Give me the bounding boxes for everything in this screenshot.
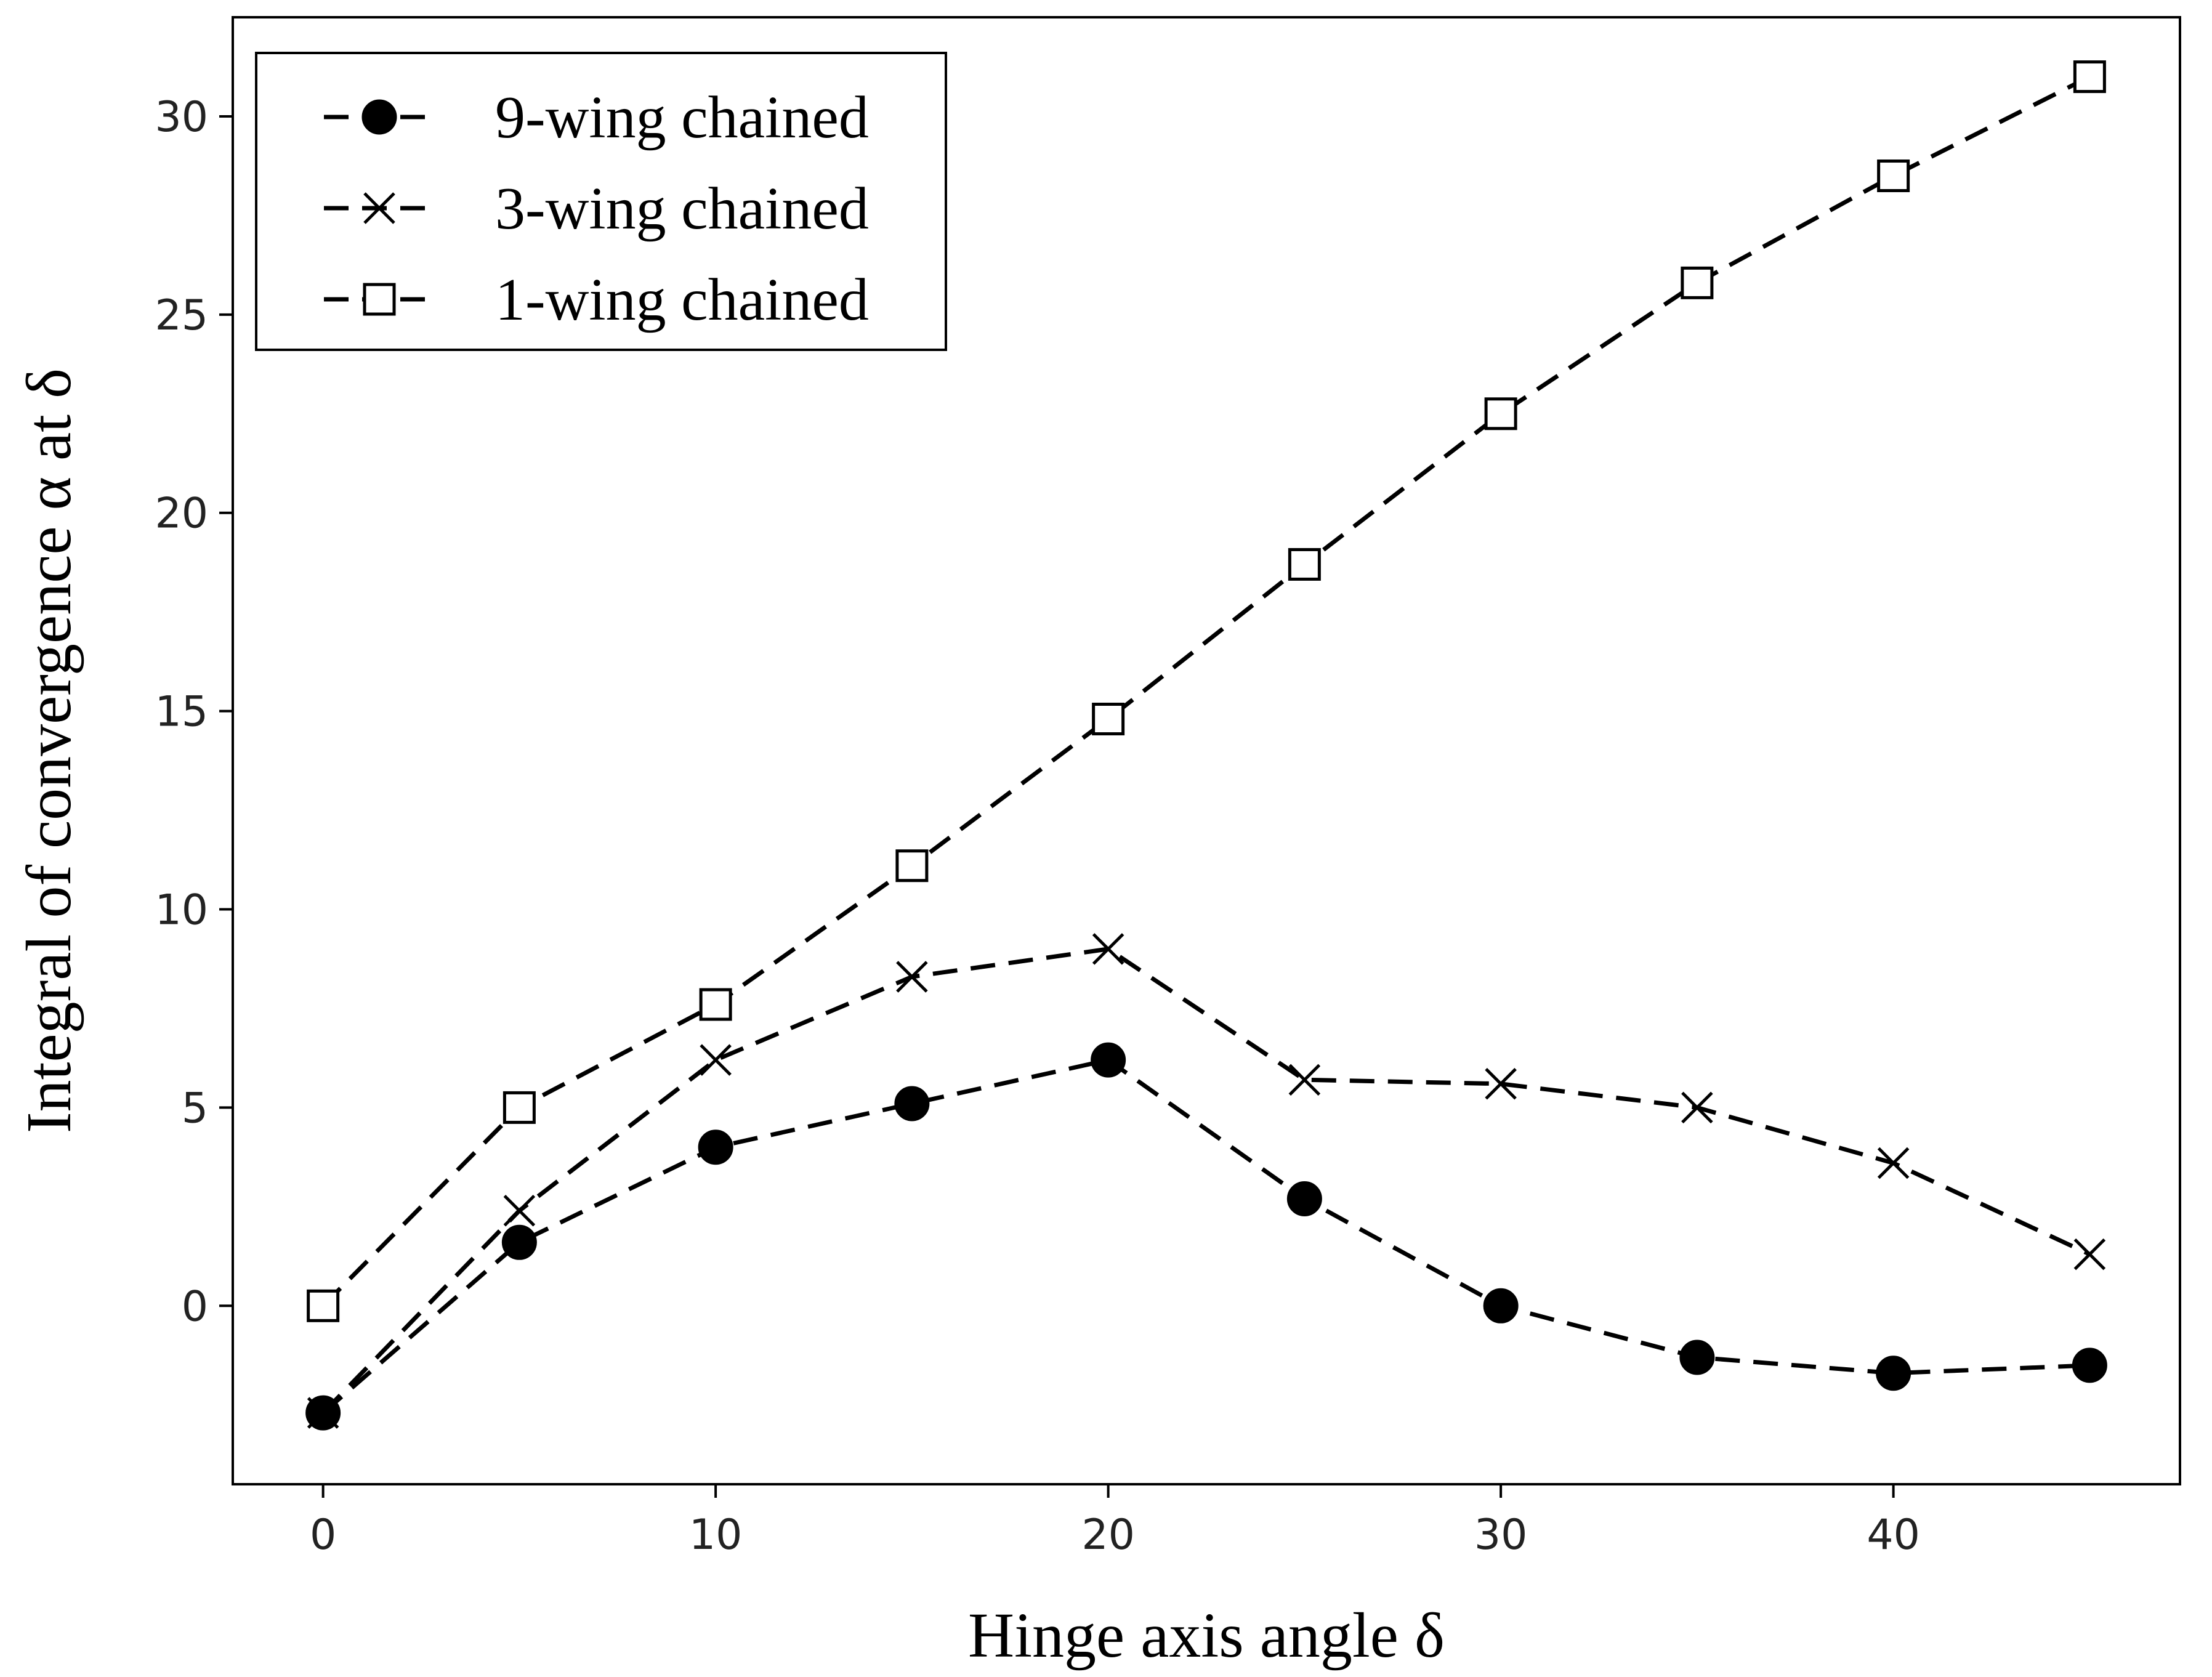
data-point-1-wing-chained bbox=[1288, 548, 1321, 581]
data-point-9-wing-chained bbox=[2072, 1348, 2107, 1383]
data-point-3-wing-chained bbox=[700, 1044, 732, 1076]
legend-label: 1-wing chained bbox=[495, 267, 869, 333]
y-tick-label: 25 bbox=[155, 291, 208, 340]
plot-area bbox=[305, 60, 2107, 1431]
data-point-3-wing-chained bbox=[1288, 1064, 1321, 1096]
data-point-3-wing-chained bbox=[503, 1195, 536, 1227]
y-tick-label: 10 bbox=[155, 886, 208, 935]
data-point-9-wing-chained bbox=[1679, 1340, 1715, 1375]
data-point-1-wing-chained bbox=[503, 1091, 536, 1124]
data-point-1-wing-chained bbox=[895, 849, 929, 883]
x-tick-label: 20 bbox=[1081, 1511, 1135, 1559]
series-1-wing-chained bbox=[307, 60, 2106, 1322]
y-tick-label: 5 bbox=[182, 1084, 208, 1133]
data-point-9-wing-chained bbox=[1483, 1288, 1519, 1323]
data-point-3-wing-chained bbox=[1092, 933, 1124, 965]
legend-label: 9-wing chained bbox=[495, 84, 869, 151]
x-axis-title: Hinge axis angle δ bbox=[968, 1600, 1445, 1671]
legend-marker-3-wing-chained bbox=[363, 192, 395, 224]
data-point-1-wing-chained bbox=[699, 988, 732, 1021]
data-point-1-wing-chained bbox=[1681, 266, 1714, 299]
data-point-1-wing-chained bbox=[307, 1289, 340, 1322]
series-3-wing-chained bbox=[307, 933, 2106, 1429]
plot-frame bbox=[232, 16, 2181, 1485]
series-line-1-wing-chained bbox=[321, 75, 2091, 1307]
x-tick-label: 10 bbox=[689, 1511, 743, 1559]
data-point-9-wing-chained bbox=[501, 1224, 537, 1260]
legend-entry-9-wing-chained: 9-wing chained bbox=[324, 84, 869, 151]
data-point-1-wing-chained bbox=[1484, 397, 1517, 430]
y-tick-label: 30 bbox=[155, 93, 208, 142]
series-line-3-wing-chained bbox=[321, 947, 2091, 1415]
y-tick-label: 20 bbox=[155, 490, 208, 538]
legend-marker-9-wing-chained bbox=[361, 99, 397, 135]
y-tick-label: 0 bbox=[182, 1282, 208, 1331]
data-point-9-wing-chained bbox=[1876, 1356, 1911, 1391]
x-tick-label: 30 bbox=[1474, 1511, 1528, 1559]
legend-entry-3-wing-chained: 3-wing chained bbox=[324, 176, 869, 242]
data-point-1-wing-chained bbox=[1092, 702, 1125, 735]
data-point-9-wing-chained bbox=[698, 1129, 733, 1165]
series-9-wing-chained bbox=[305, 1042, 2107, 1431]
data-point-9-wing-chained bbox=[894, 1086, 930, 1121]
data-point-3-wing-chained bbox=[896, 961, 928, 993]
y-tick-label: 15 bbox=[155, 688, 208, 737]
data-point-1-wing-chained bbox=[1877, 160, 1910, 193]
data-point-9-wing-chained bbox=[1091, 1042, 1126, 1078]
legend-marker-1-wing-chained bbox=[363, 283, 396, 316]
legend-label: 3-wing chained bbox=[495, 176, 869, 242]
x-tick-label: 40 bbox=[1867, 1511, 1920, 1559]
data-point-1-wing-chained bbox=[2073, 60, 2106, 94]
data-point-3-wing-chained bbox=[2073, 1238, 2106, 1271]
legend: 9-wing chained 3-wing chained 1-wing chain… bbox=[255, 52, 947, 351]
data-point-3-wing-chained bbox=[1485, 1068, 1517, 1100]
x-tick-label: 0 bbox=[310, 1511, 336, 1559]
axes: 0 10 20 30 40 0 5 10 15 20 25 30 bbox=[155, 16, 2181, 1559]
data-point-3-wing-chained bbox=[307, 1397, 339, 1429]
data-point-3-wing-chained bbox=[1877, 1147, 1910, 1179]
legend-entry-1-wing-chained: 1-wing chained bbox=[324, 267, 869, 333]
data-point-9-wing-chained bbox=[1286, 1181, 1322, 1216]
y-axis-title: Integral of convergence α at δ bbox=[14, 368, 84, 1133]
data-point-3-wing-chained bbox=[1681, 1091, 1713, 1124]
series-line-9-wing-chained bbox=[321, 1057, 2090, 1415]
